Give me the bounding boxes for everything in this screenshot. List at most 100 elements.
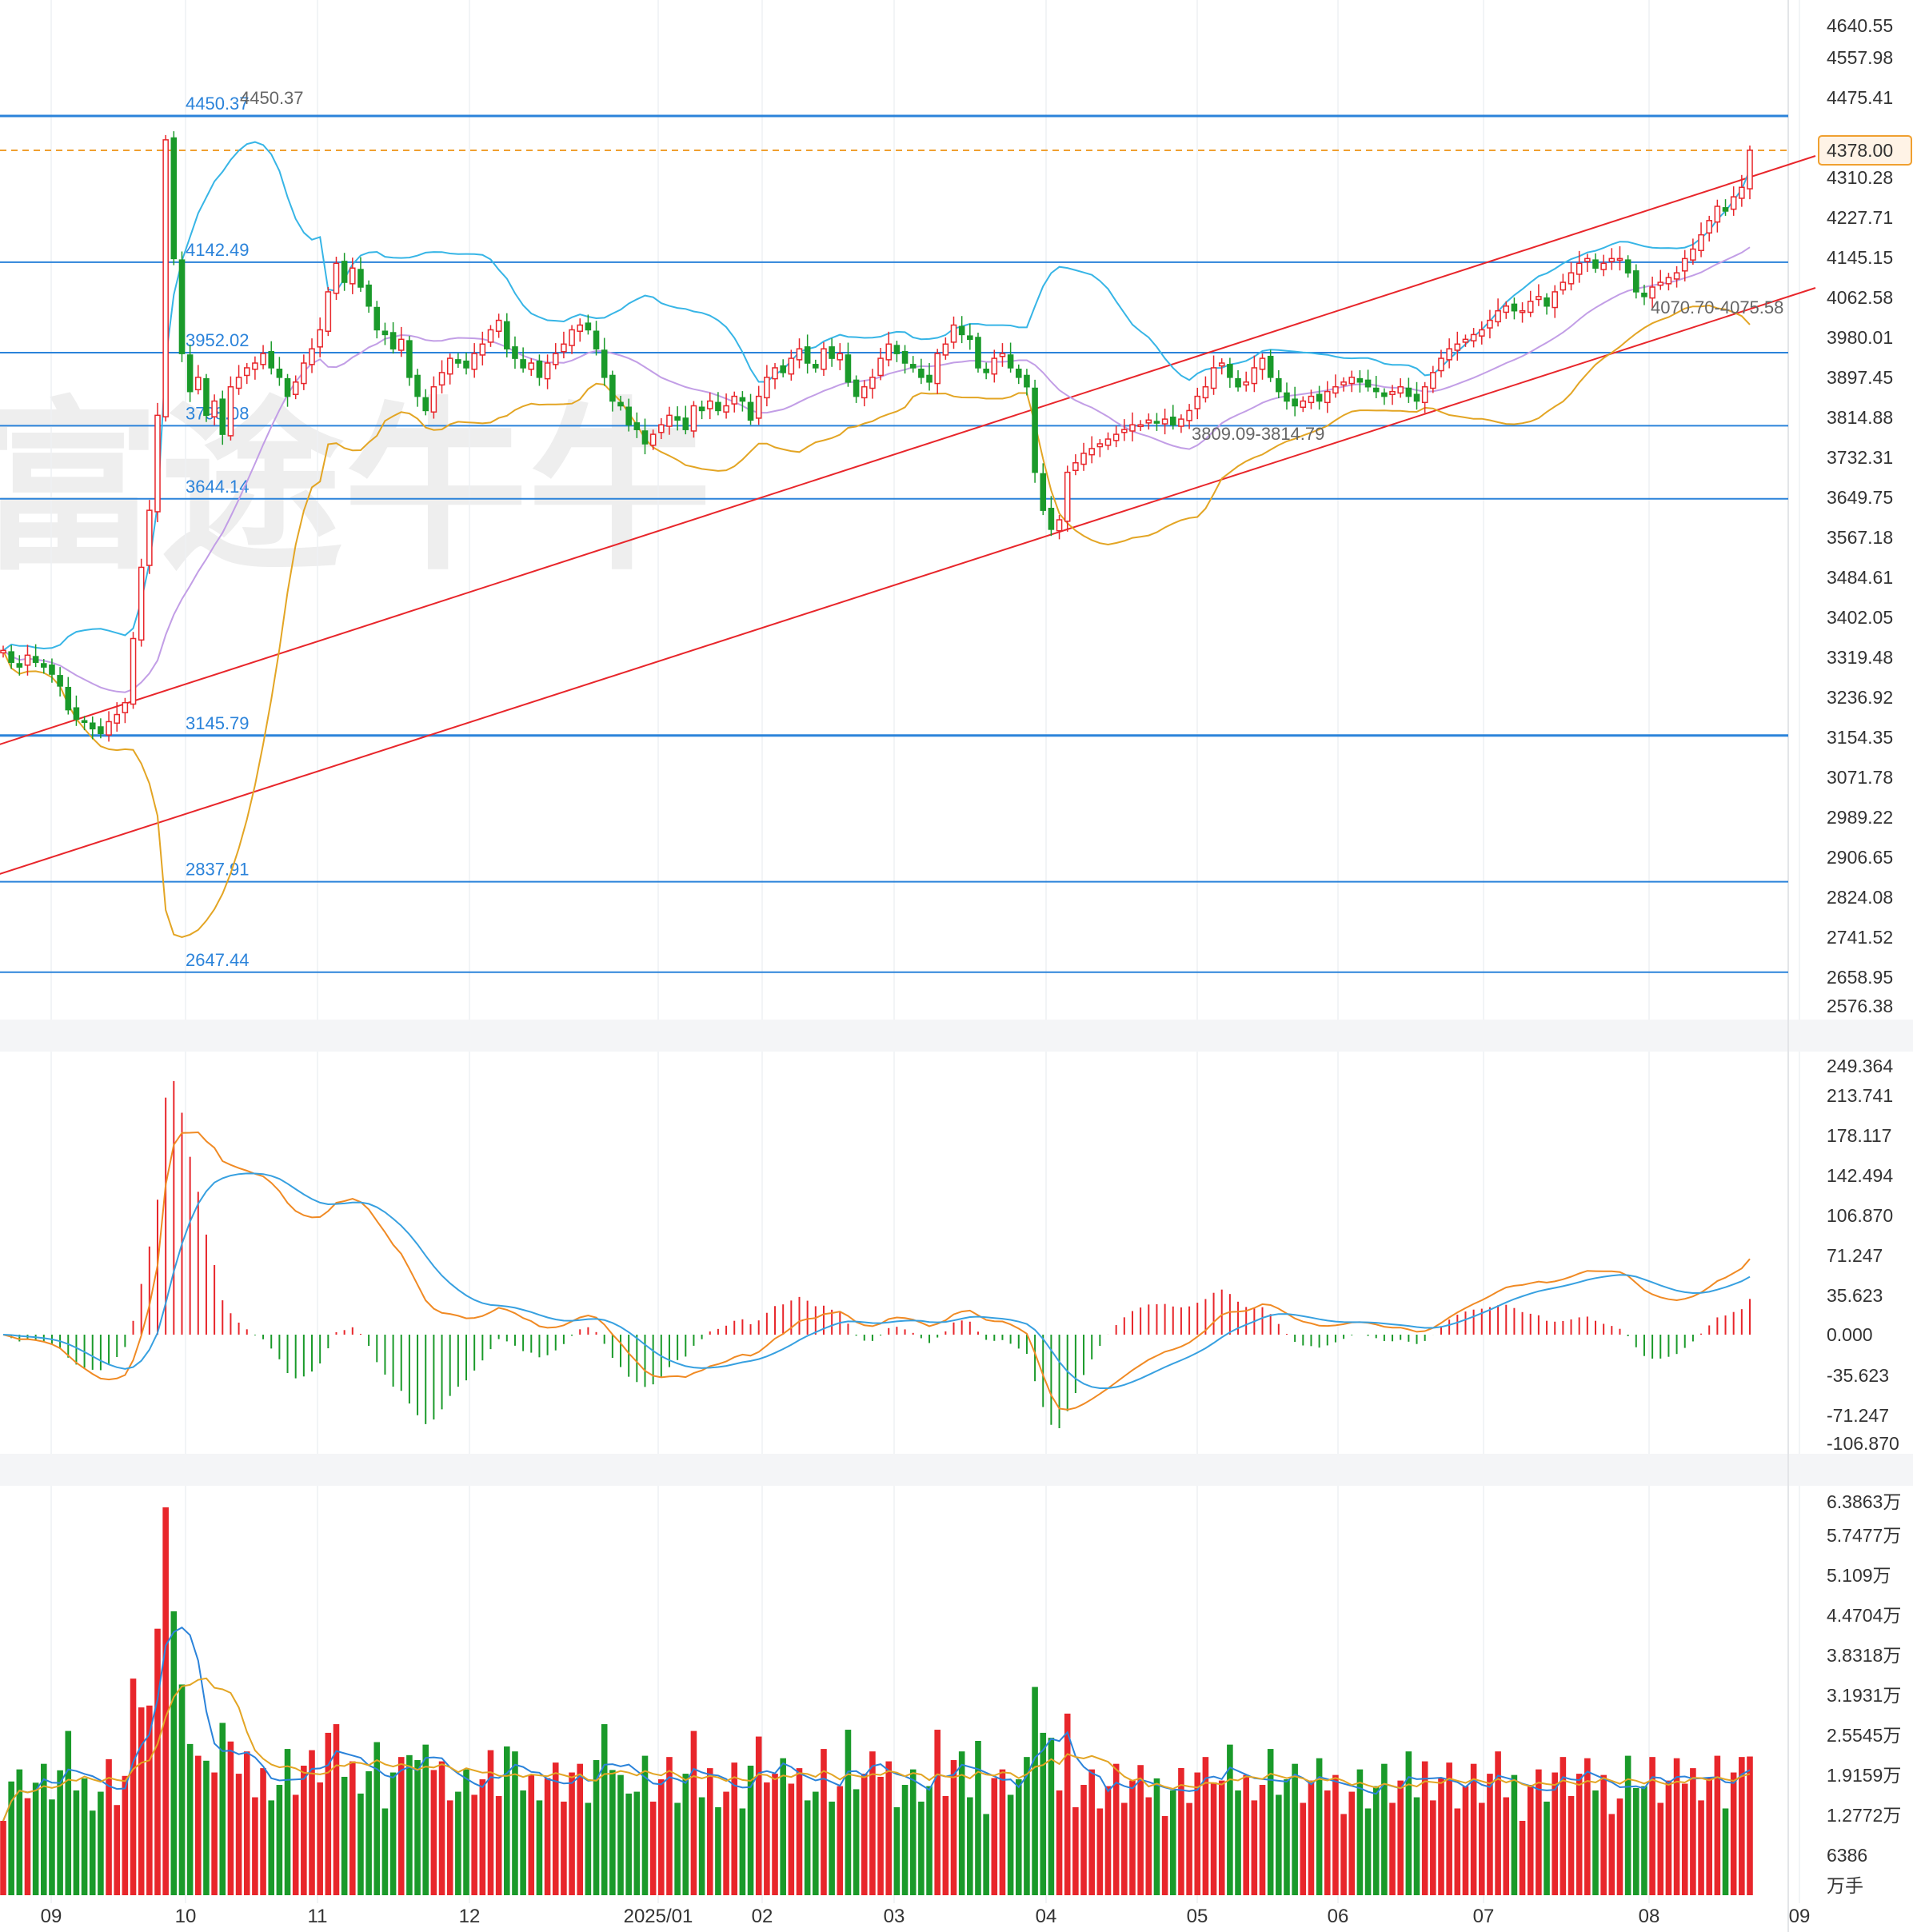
candle-body (1064, 471, 1071, 522)
price-axis-tick: 4310.28 (1827, 167, 1893, 188)
candle-body (1690, 248, 1696, 261)
candle-body (438, 372, 445, 386)
volume-bar (154, 1628, 161, 1895)
volume-bar (0, 1820, 6, 1895)
candle-body (32, 656, 39, 663)
candle-body (325, 291, 332, 332)
volume-bar (772, 1774, 778, 1895)
panel-separator (0, 1454, 1913, 1486)
candlesticks (0, 131, 1753, 742)
candle-body (195, 377, 202, 391)
candle-body (552, 353, 559, 365)
volume-ma5-line (2, 1626, 1751, 1822)
candle-body (349, 267, 356, 285)
volume-bar (1381, 1763, 1388, 1895)
volume-bar (292, 1794, 299, 1895)
volume-bar (325, 1732, 332, 1895)
candle-body (885, 343, 893, 361)
candle-body (1421, 385, 1428, 404)
price-axis-tick: 3154.35 (1827, 727, 1893, 748)
volume-bar (1487, 1774, 1493, 1895)
volume-bar (317, 1782, 323, 1895)
candle-body (520, 359, 526, 369)
volume-bar (1649, 1757, 1655, 1895)
x-axis-tick: 04 (1036, 1906, 1057, 1927)
volume-bar (1511, 1774, 1518, 1895)
price-axis-tick: 3402.05 (1827, 607, 1893, 628)
candle-body (1544, 297, 1550, 307)
candle-body (658, 424, 665, 433)
volume-bar (219, 1722, 226, 1895)
volume-bar (471, 1794, 477, 1895)
candle-body (649, 433, 657, 446)
volume-bar (1438, 1778, 1444, 1895)
volume-bar (755, 1736, 762, 1895)
level-label: 4142.49 (186, 240, 250, 260)
volume-bar (1576, 1774, 1583, 1895)
candle-body (1186, 409, 1192, 421)
volume-bar (333, 1724, 340, 1895)
trend-line (0, 155, 1816, 745)
volume-bar (975, 1741, 981, 1895)
volume-bar (1145, 1797, 1152, 1895)
volume-bar (837, 1786, 844, 1895)
candle-body (1072, 462, 1079, 472)
macd-axis-tick: -106.870 (1827, 1433, 1899, 1454)
candle-body (1024, 374, 1030, 388)
volume-bar (536, 1800, 543, 1895)
candle-body (536, 360, 543, 378)
candle-body (0, 649, 6, 654)
candle-body (698, 406, 705, 412)
volume-bar (1600, 1774, 1607, 1895)
candle-body (706, 400, 713, 409)
candle-body (950, 324, 957, 343)
volume-bar (1356, 1769, 1364, 1895)
price-axis-tick: 4475.41 (1827, 87, 1893, 108)
candle-body (1608, 257, 1615, 262)
volume-bar (739, 1808, 746, 1895)
volume-axis-tick: 1.9159万 (1827, 1765, 1901, 1786)
volume-bar (1292, 1763, 1298, 1895)
price-tag (1818, 134, 1912, 166)
volume-bar (1536, 1769, 1542, 1895)
volume-bar (8, 1781, 14, 1895)
volume-bar (552, 1762, 559, 1895)
macd-axis-tick: 0.000 (1827, 1324, 1873, 1345)
volume-bar (106, 1758, 112, 1895)
candle-body (1104, 438, 1112, 446)
volume-bar (186, 1743, 194, 1895)
volume-axis-tick: 4.4704万 (1827, 1605, 1901, 1626)
volume-bar (114, 1805, 121, 1895)
price-axis-tick: 3732.31 (1827, 447, 1893, 468)
candle-body (1519, 309, 1526, 313)
candle-body (106, 721, 112, 736)
volume-bar (1690, 1768, 1696, 1895)
panel-separator (0, 1020, 1913, 1052)
candle-body (633, 422, 641, 430)
volume-bar (40, 1763, 47, 1895)
volume-bar (796, 1768, 803, 1895)
price-axis-tick: 3980.01 (1827, 327, 1893, 348)
candle-body (24, 654, 31, 666)
price-axis-tick: 3814.88 (1827, 407, 1893, 428)
candle-body (1194, 395, 1201, 409)
volume-bar (16, 1769, 23, 1895)
x-axis-tick: 09 (1789, 1906, 1811, 1927)
candle-body (130, 637, 137, 705)
macd-axis-tick: 142.494 (1827, 1165, 1893, 1186)
candle-body (674, 416, 681, 421)
volume-bar (1624, 1755, 1631, 1895)
volume-bar (357, 1793, 364, 1895)
candle-body (934, 353, 941, 385)
candle-body (861, 385, 868, 399)
watermark: 富途牛牛 (0, 382, 712, 596)
candle-body (1153, 421, 1160, 424)
volume-bar (1088, 1769, 1095, 1895)
volume-bar (138, 1707, 145, 1895)
macd-axis-tick: 213.741 (1827, 1085, 1893, 1106)
candle-body (666, 414, 673, 427)
volume-bar (617, 1774, 624, 1895)
